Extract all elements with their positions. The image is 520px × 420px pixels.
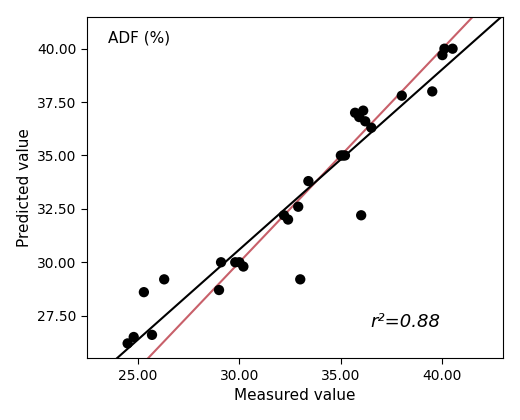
Point — [339, 152, 347, 159]
Point — [140, 289, 148, 296]
Point — [337, 152, 345, 159]
Point — [217, 259, 225, 265]
Point — [367, 124, 375, 131]
Point — [160, 276, 168, 283]
Point — [351, 109, 359, 116]
Point — [440, 45, 449, 52]
X-axis label: Measured value: Measured value — [235, 388, 356, 403]
Point — [296, 276, 304, 283]
Point — [123, 340, 132, 347]
Point — [215, 287, 223, 294]
Point — [359, 107, 367, 114]
Point — [239, 263, 248, 270]
Point — [398, 92, 406, 99]
Text: r²=0.88: r²=0.88 — [370, 313, 440, 331]
Point — [448, 45, 457, 52]
Point — [280, 212, 288, 219]
Point — [129, 333, 138, 340]
Point — [341, 152, 349, 159]
Point — [438, 52, 447, 58]
Point — [361, 118, 369, 125]
Point — [294, 203, 302, 210]
Text: ADF (%): ADF (%) — [108, 30, 170, 45]
Point — [235, 259, 243, 265]
Point — [148, 331, 156, 338]
Y-axis label: Predicted value: Predicted value — [17, 128, 32, 247]
Point — [357, 212, 366, 219]
Point — [304, 178, 313, 184]
Point — [428, 88, 436, 95]
Point — [355, 114, 363, 121]
Point — [231, 259, 239, 265]
Point — [284, 216, 292, 223]
